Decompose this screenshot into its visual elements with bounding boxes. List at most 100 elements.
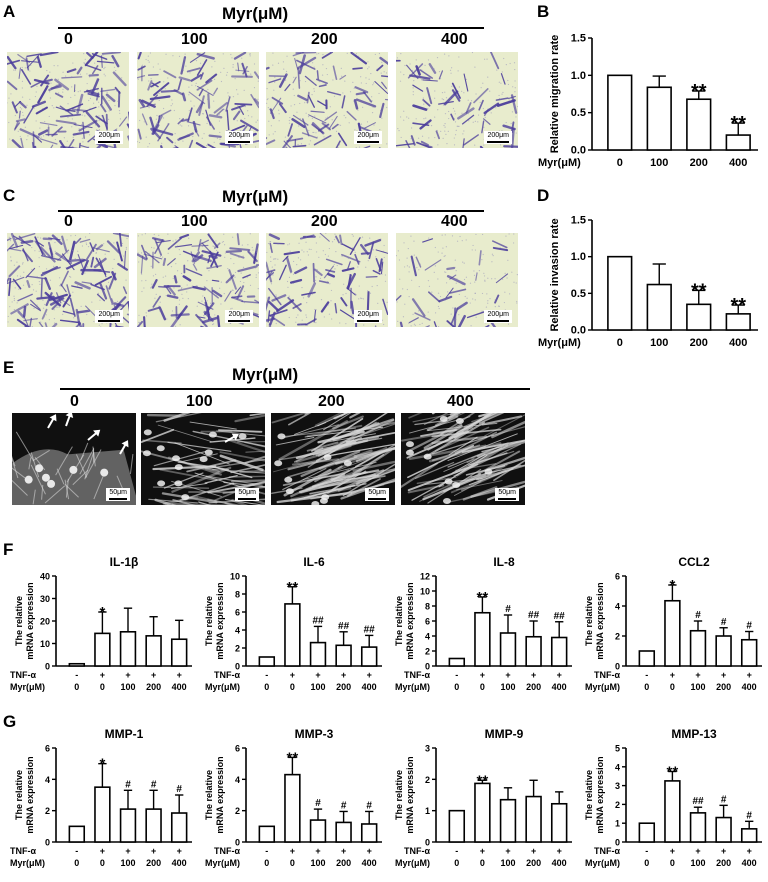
y-axis-label: The relative	[204, 596, 214, 646]
y-axis-label: Relative invasion rate	[549, 218, 561, 331]
row-label-tnf: TNF-α	[404, 846, 430, 856]
bar	[258, 825, 276, 843]
significance-label: **	[667, 764, 679, 781]
bar	[715, 635, 732, 667]
y-tick-label: 2	[615, 800, 620, 810]
bar	[474, 782, 491, 843]
scale-bar: 200μm	[225, 310, 253, 323]
treatment-header-c: Myr(μM)	[222, 187, 289, 206]
row-label-myr: Myr(μM)	[395, 858, 430, 868]
dose-label-e-200: 200	[318, 393, 345, 410]
tnf-value: +	[177, 670, 182, 680]
x-tick-label: 0	[644, 858, 649, 868]
bar	[525, 795, 542, 843]
x-tick-label: 0	[264, 682, 269, 692]
x-tick-label: 0	[264, 858, 269, 868]
y-tick-label: 0	[425, 838, 430, 848]
x-tick-label: 0	[454, 682, 459, 692]
treatment-header-e: Myr(μM)	[232, 365, 299, 384]
scale-bar: 200μm	[354, 131, 382, 144]
y-axis-label: The relative	[394, 770, 404, 820]
y-axis-label: The relative	[584, 770, 594, 820]
x-tick-label: 100	[120, 682, 135, 692]
bar	[686, 303, 712, 331]
fluorescence-image-100: 50μm	[141, 413, 265, 505]
y-tick-label: 0.5	[571, 107, 586, 119]
bar	[638, 650, 656, 667]
tnf-value: +	[480, 670, 485, 680]
bar	[145, 635, 162, 667]
dose-label-c-200: 200	[311, 213, 338, 230]
significance-label: #	[315, 798, 321, 809]
x-tick-label: 400	[742, 858, 757, 868]
dose-label-c-0: 0	[64, 213, 73, 230]
bar	[499, 632, 517, 667]
tnf-value: -	[75, 670, 78, 680]
tnf-value: -	[645, 670, 648, 680]
chart-mmp9: MMP-9 0 1 2 3 The relative mRNA expression - 0 **…	[394, 727, 572, 868]
x-tick-label: 400	[362, 682, 377, 692]
x-tick-label: 0	[480, 682, 485, 692]
bar	[170, 812, 188, 843]
tnf-value: +	[151, 846, 156, 856]
y-tick-label: 12	[420, 572, 430, 582]
transwell-image-a-100: 200μm	[137, 52, 259, 148]
tnf-value: -	[645, 846, 648, 856]
y-axis-label: mRNA expression	[405, 582, 415, 659]
y-tick-label: 1.5	[571, 33, 586, 45]
transwell-image-a-200: 200μm	[266, 52, 388, 148]
row-label-myr: Myr(μM)	[395, 682, 430, 692]
x-tick-label: 400	[729, 157, 747, 169]
x-tick-label: 200	[690, 157, 708, 169]
chart-title: IL-8	[493, 555, 515, 569]
tnf-value: +	[670, 846, 675, 856]
bar	[68, 662, 86, 667]
x-tick-label: 400	[362, 858, 377, 868]
y-axis-label: The relative	[584, 596, 594, 646]
significance-label: #	[746, 621, 752, 632]
y-tick-label: 0	[235, 662, 240, 672]
bar	[119, 631, 137, 667]
x-tick-label: 200	[716, 682, 731, 692]
y-tick-label: 0.5	[571, 288, 586, 300]
y-axis-label: mRNA expression	[405, 756, 415, 833]
x-tick-label: 0	[74, 682, 79, 692]
transwell-image-c-200: 200μm	[266, 233, 388, 327]
y-tick-label: 6	[235, 608, 240, 618]
chart-invasion: 0.0 0.5 1.0 1.5 Relative invasion rate 0 100 **…	[538, 215, 758, 349]
y-tick-label: 6	[45, 744, 50, 754]
scale-bar: 200μm	[95, 131, 123, 144]
tnf-value: +	[341, 846, 346, 856]
fluorescence-image-0: 50μm	[12, 413, 136, 505]
significance-label: **	[477, 589, 489, 606]
y-tick-label: 1.0	[571, 251, 586, 263]
y-axis-label: The relative	[204, 770, 214, 820]
x-tick-label: 200	[336, 682, 351, 692]
y-tick-label: 2	[425, 775, 430, 785]
dose-label-e-400: 400	[447, 393, 474, 410]
significance-label: ##	[338, 621, 350, 632]
y-axis-label: mRNA expression	[25, 756, 35, 833]
bar	[499, 798, 517, 843]
y-tick-label: 10	[230, 572, 240, 582]
chart-title: MMP-9	[485, 727, 524, 741]
bar	[258, 656, 276, 667]
y-tick-label: 10	[420, 587, 430, 597]
x-tick-label: 0	[74, 858, 79, 868]
panel-label-g: G	[3, 712, 17, 731]
significance-label: #	[366, 800, 372, 811]
bar	[284, 603, 301, 667]
dose-label-a-200: 200	[311, 31, 338, 48]
tnf-value: +	[177, 846, 182, 856]
x-tick-label: 200	[526, 682, 541, 692]
tnf-value: +	[695, 670, 700, 680]
y-axis-label: The relative	[14, 770, 24, 820]
y-tick-label: 4	[615, 602, 620, 612]
transwell-image-c-400: 200μm	[396, 233, 518, 327]
tnf-value: +	[367, 670, 372, 680]
significance-label: *	[669, 577, 675, 594]
x-tick-label: 0	[480, 858, 485, 868]
y-tick-label: 0	[615, 838, 620, 848]
tnf-value: +	[125, 670, 130, 680]
significance-label: #	[176, 784, 182, 795]
